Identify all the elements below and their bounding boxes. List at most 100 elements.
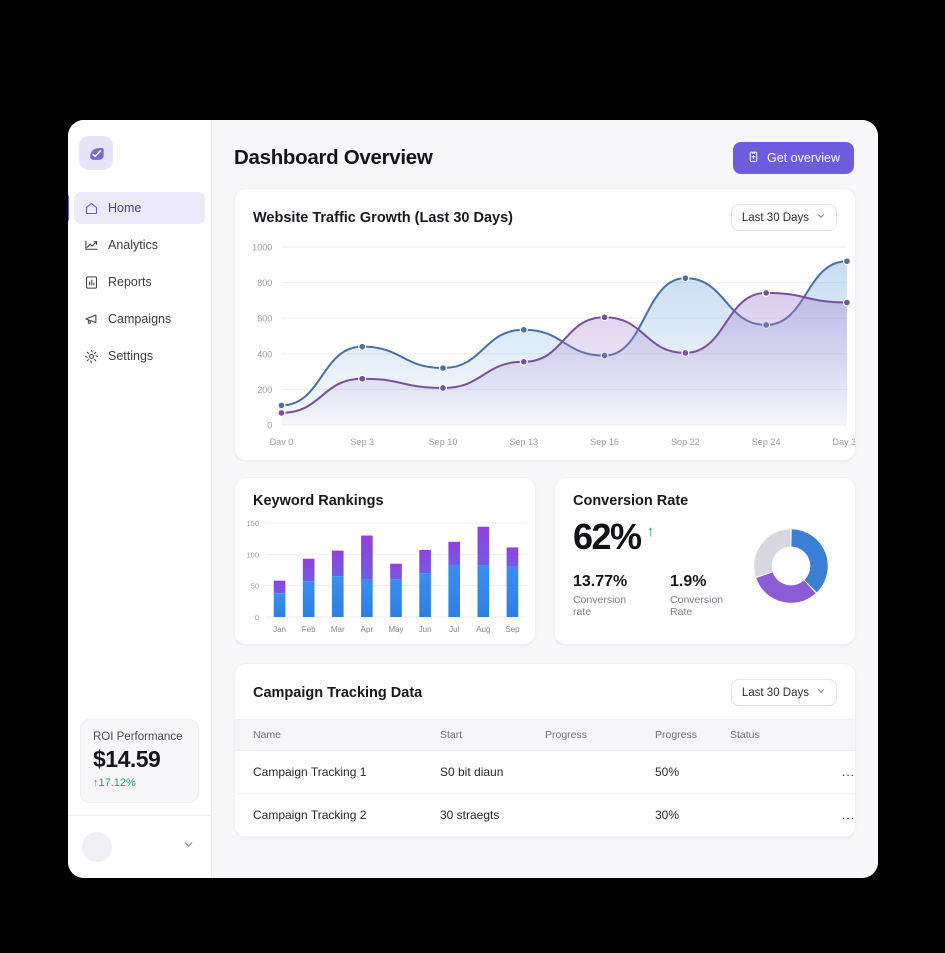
svg-text:Sep 10: Sep 10 xyxy=(429,437,458,447)
cell-progress-bar xyxy=(545,750,655,794)
conversion-stat: 1.9% Conversion Rate xyxy=(670,573,745,618)
svg-text:100: 100 xyxy=(246,550,259,559)
cell-status-bar xyxy=(730,750,835,794)
stat-value: 1.9% xyxy=(670,573,707,590)
report-bar-chart-icon xyxy=(84,275,99,290)
get-overview-button[interactable]: Get overview xyxy=(733,142,854,174)
table-header-row: Name Start Progress Progress Status xyxy=(235,719,855,751)
trend-up-icon: ↑ xyxy=(646,523,655,540)
svg-text:600: 600 xyxy=(257,314,272,324)
svg-text:May: May xyxy=(388,625,403,634)
chevron-down-icon xyxy=(816,211,826,224)
traffic-range-select[interactable]: Last 30 Days xyxy=(730,204,837,231)
svg-text:Jan: Jan xyxy=(273,625,286,634)
keyword-card-header: Keyword Rankings xyxy=(235,478,535,515)
svg-text:Sep 24: Sep 24 xyxy=(752,437,781,447)
svg-text:150: 150 xyxy=(246,519,259,528)
sidebar-item-label: Analytics xyxy=(108,238,159,252)
cell-start: S0 bit diaun xyxy=(440,750,545,794)
conversion-headline: 62% xyxy=(573,516,642,557)
svg-text:50: 50 xyxy=(251,582,259,591)
cell-percent: 30% xyxy=(655,793,730,837)
roi-title: ROI Performance xyxy=(93,731,183,743)
content-area: Website Traffic Growth (Last 30 Days) La… xyxy=(212,188,878,854)
sidebar-item-label: Reports xyxy=(108,275,152,289)
megaphone-icon xyxy=(84,312,99,327)
sidebar-item-analytics[interactable]: Analytics xyxy=(74,229,205,261)
gear-icon xyxy=(84,349,99,364)
svg-text:Aug: Aug xyxy=(476,625,490,634)
svg-text:0: 0 xyxy=(255,613,259,622)
traffic-line-chart: 0 200 400 600 800 1000 Dav 0 Sep 3 Sep 10 Sep 13 S… xyxy=(235,237,861,460)
clipboard-icon xyxy=(747,150,760,166)
table-range-select[interactable]: Last 30 Days xyxy=(730,679,837,706)
svg-text:1000: 1000 xyxy=(252,243,272,253)
roi-delta: ↑17.12% xyxy=(93,777,136,789)
topbar: Dashboard Overview Get overview xyxy=(212,120,878,188)
svg-text:Sep: Sep xyxy=(505,625,520,634)
page-title: Dashboard Overview xyxy=(234,146,433,169)
table-head: Name Start Progress Progress Status xyxy=(235,719,855,751)
traffic-range-label: Last 30 Days xyxy=(741,211,809,224)
sidebar-item-label: Campaigns xyxy=(108,312,172,326)
table-body: Campaign Tracking 1 S0 bit diaun 50% ...… xyxy=(235,750,855,837)
conversion-figures: 62% ↑ 13.77% Conversion rate 1.9% xyxy=(573,516,745,619)
column-header-name: Name xyxy=(235,719,440,751)
table-card-title: Campaign Tracking Data xyxy=(253,684,423,701)
conversion-stat: 13.77% Conversion rate xyxy=(573,573,644,618)
column-header-status: Status xyxy=(730,719,835,751)
cell-start: 30 straegts xyxy=(440,793,545,837)
column-header-actions xyxy=(835,719,855,751)
svg-text:800: 800 xyxy=(257,278,272,288)
conversion-card-body: 62% ↑ 13.77% Conversion rate 1.9% xyxy=(555,515,855,636)
conversion-donut-chart xyxy=(745,520,837,617)
sidebar-item-campaigns[interactable]: Campaigns xyxy=(74,303,205,335)
traffic-card-title: Website Traffic Growth (Last 30 Days) xyxy=(253,209,513,226)
svg-text:Apr: Apr xyxy=(361,625,374,634)
website-traffic-card: Website Traffic Growth (Last 30 Days) La… xyxy=(234,188,861,461)
keyword-bar-chart: 0 50 100 150 Jan Feb Mar Apr May Jun Jul Aug Sep xyxy=(235,515,535,644)
sidebar-item-label: Settings xyxy=(108,349,154,363)
chevron-down-icon[interactable] xyxy=(182,838,195,856)
column-header-progress: Progress xyxy=(545,719,655,751)
sidebar-footer[interactable] xyxy=(68,815,211,878)
conversion-rate-card: Conversion Rate 62% ↑ 13.77% Conver xyxy=(554,477,856,645)
row-menu-button[interactable]: ... xyxy=(835,750,855,794)
roi-value: $14.59 xyxy=(93,746,161,772)
cell-progress-bar xyxy=(545,793,655,837)
home-icon xyxy=(84,201,99,216)
sidebar-item-home[interactable]: Home xyxy=(68,192,205,224)
svg-text:Dav 0: Dav 0 xyxy=(270,437,294,447)
stat-label: Conversion rate xyxy=(573,594,627,618)
app-logo-icon[interactable] xyxy=(79,136,113,170)
dashboard-window: Home Analytics Reports xyxy=(68,120,878,878)
table-row[interactable]: Campaign Tracking 2 30 straegts 30% ... xyxy=(235,793,855,837)
avatar[interactable] xyxy=(82,832,112,862)
conversion-card-title: Conversion Rate xyxy=(573,493,689,509)
sidebar-item-label: Home xyxy=(108,201,142,215)
svg-text:0: 0 xyxy=(267,421,272,431)
svg-text:400: 400 xyxy=(257,349,272,359)
conversion-card-header: Conversion Rate xyxy=(555,478,855,515)
campaign-tracking-card: Campaign Tracking Data Last 30 Days Name… xyxy=(234,663,856,838)
stat-value: 13.77% xyxy=(573,573,628,590)
svg-text:Sep 13: Sep 13 xyxy=(509,437,538,447)
secondary-cards-row: Keyword Rankings 0 50 100 150 Jan Feb Mar Apr Ma… xyxy=(234,477,856,645)
trending-up-icon xyxy=(84,238,99,253)
keyword-rankings-card: Keyword Rankings 0 50 100 150 Jan Feb Mar Apr Ma… xyxy=(234,477,536,645)
cell-name: Campaign Tracking 2 xyxy=(235,793,440,837)
get-overview-label: Get overview xyxy=(767,151,840,165)
cell-percent: 50% xyxy=(655,750,730,794)
campaign-table: Name Start Progress Progress Status Camp… xyxy=(235,719,855,837)
svg-text:Sep 3: Sep 3 xyxy=(350,437,374,447)
table-row[interactable]: Campaign Tracking 1 S0 bit diaun 50% ... xyxy=(235,750,855,794)
stat-label: Conversion Rate xyxy=(670,594,724,618)
table-range-label: Last 30 Days xyxy=(741,686,809,699)
row-menu-button[interactable]: ... xyxy=(835,793,855,837)
sidebar-item-reports[interactable]: Reports xyxy=(74,266,205,298)
column-header-percent: Progress xyxy=(655,719,730,751)
sidebar-item-settings[interactable]: Settings xyxy=(74,340,205,372)
traffic-card-header: Website Traffic Growth (Last 30 Days) La… xyxy=(235,189,855,237)
column-header-start: Start xyxy=(440,719,545,751)
svg-text:200: 200 xyxy=(257,385,272,395)
